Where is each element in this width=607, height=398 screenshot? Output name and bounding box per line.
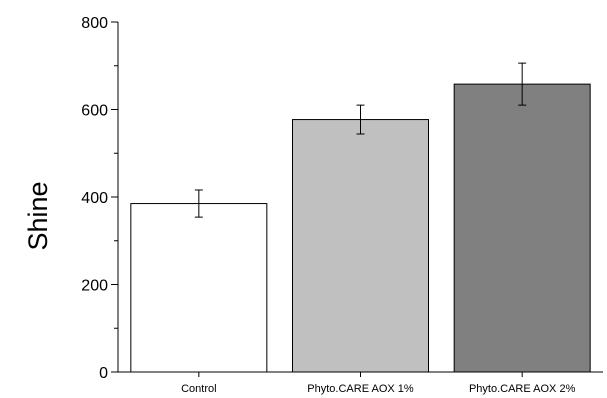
error-bars-group <box>194 62 527 218</box>
y-tick-label: 600 <box>81 103 108 120</box>
x-tick-label: Phyto.CARE AOX 2% <box>469 383 576 395</box>
error-bar-3 <box>518 62 527 106</box>
category-labels-group: Control Phyto.CARE AOX 1% Phyto.CARE AOX 2… <box>181 383 575 395</box>
bar-2 <box>292 119 429 373</box>
y-tick-label: 200 <box>81 278 108 295</box>
bar-3 <box>453 83 591 373</box>
bars-group <box>130 83 591 373</box>
y-tick-label: 0 <box>99 365 108 382</box>
x-tick-label: Phyto.CARE AOX 1% <box>307 383 414 395</box>
y-axis: 0 200 400 600 800 <box>81 15 119 382</box>
bar-1 <box>130 203 268 373</box>
x-tick-label: Control <box>181 383 216 395</box>
y-tick-label: 800 <box>81 15 108 32</box>
error-bar-2 <box>356 104 365 135</box>
error-bar-1 <box>194 189 203 218</box>
x-axis <box>118 371 603 377</box>
y-tick-label: 400 <box>81 190 108 207</box>
y-axis-title: Shine <box>23 181 53 250</box>
